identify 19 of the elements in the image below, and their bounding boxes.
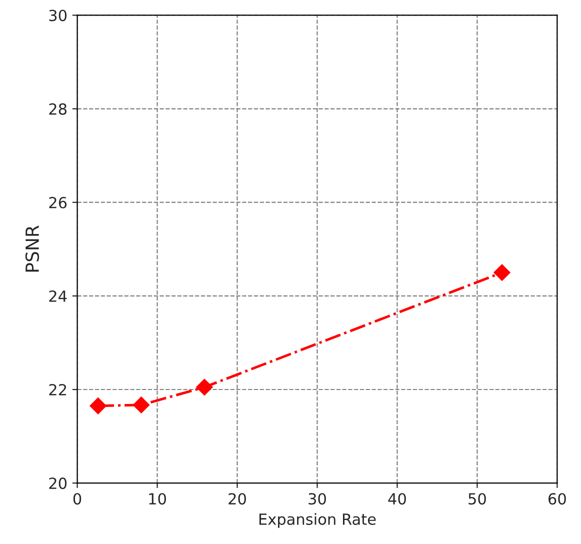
- y-tick-label: 26: [49, 196, 67, 208]
- point: [494, 264, 510, 281]
- x-tick-label: 30: [308, 493, 326, 505]
- y-tick-label: 28: [49, 103, 67, 115]
- x-tick-label: 20: [228, 493, 246, 505]
- x-tick-label: 0: [73, 493, 82, 505]
- y-tick-label: 22: [49, 384, 66, 396]
- y-tick-label: 30: [49, 10, 67, 22]
- y-tick-label: 20: [49, 478, 67, 490]
- x-tick-label: 60: [548, 493, 566, 505]
- y-tick-label: 24: [49, 290, 67, 302]
- point: [132, 396, 150, 414]
- x-axis-title: Expansion Rate: [259, 513, 376, 528]
- point: [90, 398, 106, 414]
- y-axis-title: PSNR: [25, 225, 40, 272]
- x-tick-label: 40: [388, 493, 406, 505]
- point: [196, 378, 213, 396]
- x-tick-label: 50: [468, 493, 486, 505]
- x-tick-label: 10: [149, 493, 166, 505]
